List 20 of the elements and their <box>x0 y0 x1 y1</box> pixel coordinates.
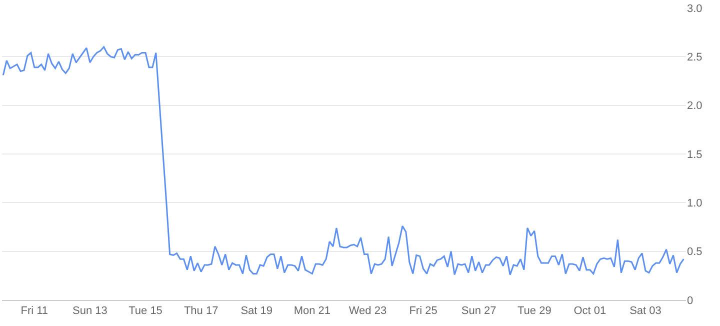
line-series <box>2 46 684 276</box>
y-tick-label: 3.0 <box>687 2 702 15</box>
x-tick-label: Thu 17 <box>184 305 218 318</box>
x-tick-label: Mon 21 <box>294 305 331 318</box>
x-tick-label: Oct 01 <box>574 305 606 318</box>
x-tick-label: Sun 13 <box>72 305 108 318</box>
x-tick-label: Fri 11 <box>20 305 48 318</box>
x-tick-label: Fri 25 <box>409 305 438 318</box>
y-tick-label: 1.5 <box>687 148 702 161</box>
x-tick-label: Tue 15 <box>128 305 162 318</box>
x-tick-label: Sun 27 <box>461 305 496 318</box>
x-tick-label: Sat 03 <box>630 305 662 318</box>
y-tick-label: 2.5 <box>687 52 702 64</box>
x-tick-label: Wed 23 <box>348 305 387 318</box>
y-tick-label: 2.0 <box>687 100 702 112</box>
y-tick-label: 0 <box>687 294 694 307</box>
y-tick-label: 0.5 <box>687 246 702 258</box>
x-tick-label: Sat 19 <box>240 305 273 318</box>
y-tick-label: 1.0 <box>687 198 702 210</box>
x-tick-label: Tue 29 <box>517 305 552 318</box>
